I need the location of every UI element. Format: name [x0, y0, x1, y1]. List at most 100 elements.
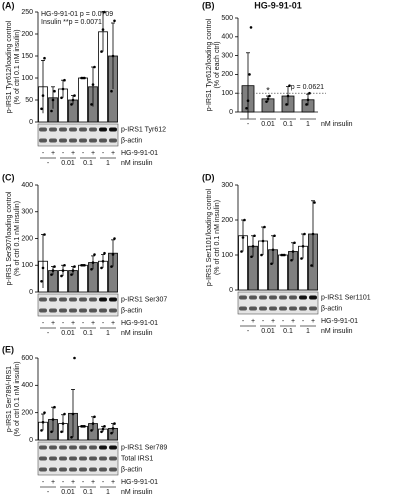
bar: [78, 77, 88, 123]
bar: [278, 254, 288, 291]
blot-label: β-actin: [321, 305, 342, 312]
y-tick-label: 400: [221, 34, 233, 41]
y-tick-label: 100: [21, 75, 33, 82]
data-point: [83, 425, 86, 428]
data-point: [83, 263, 86, 267]
data-point: [61, 87, 65, 91]
x-tick-label: 0.01: [61, 489, 75, 496]
blot-band: [69, 308, 77, 313]
y-tick-label: 300: [221, 52, 233, 59]
y-tick-label: 600: [21, 355, 33, 362]
data-point: [266, 97, 270, 101]
blot-band: [79, 445, 87, 450]
y-tick-label: 250: [21, 9, 33, 16]
data-point: [310, 264, 313, 267]
data-point: [241, 236, 245, 239]
treatment-sign: -: [102, 320, 105, 327]
blot-band: [79, 138, 87, 143]
data-point: [270, 262, 273, 266]
blot-band: [269, 295, 277, 300]
data-point: [303, 232, 306, 236]
treatment-sign: +: [111, 150, 115, 157]
annotation: p = 0.0621: [291, 84, 324, 91]
treatment-sign: -: [42, 479, 45, 486]
treatment-sign: +: [91, 479, 95, 486]
data-point: [73, 94, 76, 97]
data-point: [93, 253, 96, 256]
treatment-sign: -: [62, 479, 65, 486]
data-point: [288, 84, 291, 87]
data-point: [311, 232, 315, 236]
blot-band: [39, 445, 47, 450]
y-tick-label: 400: [21, 382, 33, 389]
blot-band: [69, 445, 77, 450]
blot-band: [69, 138, 77, 143]
data-point: [268, 94, 271, 98]
data-point: [253, 234, 256, 238]
data-point: [60, 430, 63, 434]
x-tick-label: 1: [106, 160, 110, 167]
blot-label: β-actin: [121, 307, 142, 314]
blot-band: [39, 127, 47, 132]
blot-band: [49, 456, 57, 461]
blot-band: [109, 308, 117, 313]
blot-band: [299, 306, 307, 311]
annotation: HG-9-91-01 p = 0.0709: [41, 11, 113, 18]
data-point: [91, 83, 95, 86]
data-point: [41, 94, 45, 97]
y-tick-label: 200: [21, 235, 33, 242]
data-point: [93, 415, 96, 419]
blot-band: [269, 306, 277, 311]
blot-band: [99, 445, 107, 450]
blot-band: [99, 138, 107, 143]
blot-frame: [37, 123, 119, 147]
x-tick-label: 0.1: [283, 328, 293, 335]
treatment-sign: +: [91, 320, 95, 327]
treatment-label: HG-9-91-01: [321, 318, 358, 325]
blot-band: [109, 297, 117, 302]
treatment-sign: +: [71, 479, 75, 486]
x-tick-label: -: [47, 489, 50, 496]
y-axis-label: (% of ctrl 0.1 nM insulin): [14, 361, 21, 436]
y-axis-label: (% of ctrl 0.1 nM insulin): [14, 29, 21, 104]
y-tick-label: 300: [21, 209, 33, 216]
blot-band: [309, 295, 317, 300]
blot-band: [69, 467, 77, 472]
blot-band: [299, 295, 307, 300]
blot-band: [79, 308, 87, 313]
y-axis-label: (% of each ctrl): [214, 41, 221, 88]
blot-band: [79, 456, 87, 461]
x-tick-label: 0.1: [83, 330, 93, 337]
data-point: [261, 239, 265, 243]
treatment-sign: +: [291, 318, 295, 325]
treatment-sign: -: [42, 150, 45, 157]
data-point: [113, 19, 116, 23]
data-point: [103, 10, 106, 14]
treatment-label: HG-9-91-01: [121, 320, 158, 327]
data-point: [305, 103, 308, 106]
data-point: [90, 429, 93, 432]
blot-band: [49, 138, 57, 143]
data-point: [251, 244, 255, 248]
data-point: [306, 98, 310, 102]
blot-band: [79, 127, 87, 132]
data-point: [51, 418, 55, 421]
data-point: [90, 267, 93, 271]
x-tick-label: 1: [106, 330, 110, 337]
data-point: [90, 103, 93, 106]
x-axis-label: nM insulin: [321, 121, 353, 128]
data-point: [70, 435, 73, 439]
treatment-sign: +: [251, 318, 255, 325]
data-point: [40, 429, 43, 432]
treatment-sign: +: [51, 150, 55, 157]
data-point: [91, 422, 95, 425]
y-axis-label: p-IRS1 Ser1101/loading control: [206, 188, 213, 286]
x-tick-label: 1: [106, 489, 110, 496]
data-point: [43, 56, 46, 60]
data-point: [273, 234, 276, 238]
blot-frame: [237, 291, 319, 315]
blot-band: [59, 456, 67, 461]
blot-band: [99, 127, 107, 132]
y-tick-label: 0: [229, 287, 233, 294]
